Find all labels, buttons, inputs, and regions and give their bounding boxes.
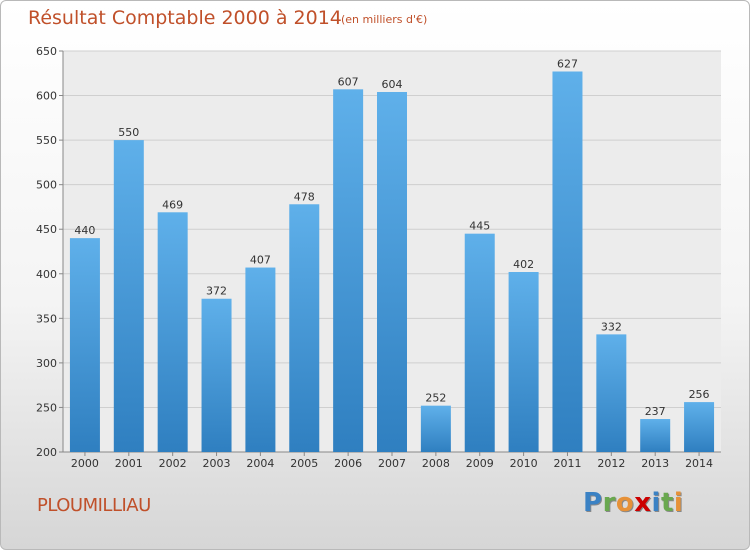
logo-letter: i: [651, 488, 661, 518]
data-label: 469: [162, 198, 183, 211]
data-label: 402: [513, 258, 534, 271]
y-tick-label: 300: [36, 357, 57, 370]
x-tick-label: 2014: [685, 457, 713, 470]
logo-letter: o: [615, 488, 635, 518]
data-label: 332: [601, 320, 622, 333]
bar: [684, 402, 715, 452]
x-tick-label: 2006: [334, 457, 362, 470]
bar: [420, 405, 451, 452]
logo-letter: i: [673, 488, 684, 518]
bar: [552, 71, 583, 453]
y-tick-label: 550: [36, 134, 57, 147]
data-label: 445: [469, 220, 490, 233]
x-tick-label: 2003: [203, 457, 231, 470]
x-tick-label: 2013: [641, 457, 669, 470]
logo-letter: t: [660, 488, 674, 518]
x-tick-label: 2001: [115, 457, 143, 470]
x-tick-label: 2007: [378, 457, 406, 470]
bar: [245, 267, 276, 452]
x-tick-label: 2010: [510, 457, 538, 470]
data-label: 256: [689, 388, 710, 401]
bar: [640, 419, 671, 452]
data-label: 252: [425, 392, 446, 405]
bar: [464, 233, 495, 452]
data-label: 407: [250, 254, 271, 267]
x-tick-label: 2004: [246, 457, 274, 470]
proxiti-logo: Proxiti: [583, 488, 683, 518]
bar: [69, 238, 100, 452]
data-label: 372: [206, 285, 227, 298]
x-tick-label: 2008: [422, 457, 450, 470]
data-label: 604: [382, 78, 403, 91]
data-label: 440: [74, 224, 95, 237]
bar: [377, 91, 407, 452]
y-tick-label: 650: [36, 45, 57, 58]
bar: [596, 334, 627, 452]
x-tick-label: 2005: [290, 457, 318, 470]
bar: [157, 212, 188, 452]
y-tick-label: 500: [36, 179, 57, 192]
y-tick-label: 250: [36, 401, 57, 414]
bar: [201, 298, 232, 452]
y-tick-label: 400: [36, 268, 57, 281]
data-label: 478: [294, 190, 315, 203]
x-tick-label: 2009: [466, 457, 494, 470]
data-label: 627: [557, 57, 578, 70]
y-tick-label: 450: [36, 223, 57, 236]
chart-subtitle: (en milliers d'€): [341, 13, 428, 26]
bar: [289, 204, 320, 452]
x-tick-label: 2011: [553, 457, 581, 470]
data-label: 237: [645, 405, 666, 418]
logo-letter: r: [602, 488, 616, 518]
logo-letter: P: [583, 488, 603, 518]
y-tick-label: 200: [36, 446, 57, 459]
bar: [333, 89, 364, 452]
bar: [113, 140, 144, 452]
logo-letter: x: [634, 488, 652, 518]
y-tick-label: 600: [36, 90, 57, 103]
chart-title: Résultat Comptable 2000 à 2014: [28, 7, 342, 29]
x-tick-label: 2000: [71, 457, 99, 470]
y-tick-label: 350: [36, 312, 57, 325]
commune-name: PLOUMILLIAU: [37, 495, 151, 516]
x-tick-label: 2002: [159, 457, 187, 470]
data-label: 550: [118, 126, 139, 139]
bar: [508, 271, 539, 452]
x-tick-label: 2012: [597, 457, 625, 470]
data-label: 607: [338, 75, 359, 88]
